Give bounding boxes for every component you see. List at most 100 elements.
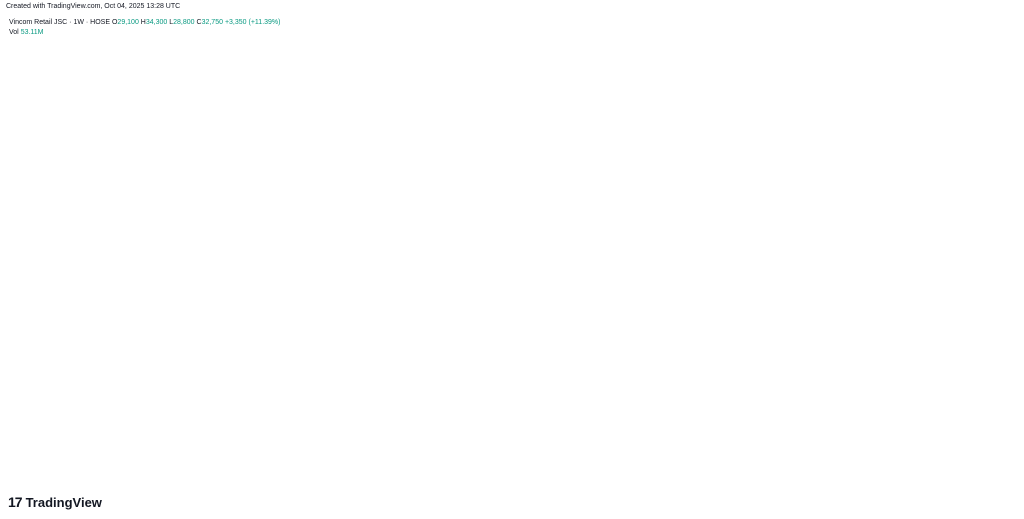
candle-body bbox=[673, 271, 676, 274]
volume-bar bbox=[429, 437, 432, 470]
volume-bar bbox=[818, 447, 821, 470]
candle-body bbox=[455, 274, 457, 279]
volume-bar bbox=[422, 429, 425, 470]
candle-body bbox=[400, 289, 403, 297]
volume-bar bbox=[388, 432, 391, 470]
candle-body bbox=[429, 195, 432, 211]
volume-bar bbox=[361, 419, 363, 470]
candle-body bbox=[237, 230, 239, 240]
volume-bar bbox=[781, 442, 783, 470]
candle-body bbox=[511, 217, 514, 221]
volume-bar bbox=[479, 455, 481, 470]
candle-body bbox=[653, 295, 655, 307]
candle-body bbox=[252, 184, 254, 191]
volume-bars bbox=[143, 361, 850, 470]
volume-bar bbox=[481, 432, 483, 470]
candle-body bbox=[344, 360, 346, 373]
earnings-marker-label: E bbox=[794, 460, 799, 467]
volume-bar bbox=[620, 459, 623, 470]
candle-body bbox=[521, 245, 524, 253]
candle-body bbox=[214, 283, 217, 290]
volume-bar bbox=[817, 419, 819, 470]
x-tick-label: 2024 bbox=[682, 476, 698, 483]
candle-body bbox=[641, 276, 643, 289]
candle-body bbox=[474, 308, 476, 311]
volume-bar bbox=[690, 452, 693, 470]
volume-bar bbox=[706, 457, 708, 470]
volume-bar bbox=[825, 429, 828, 470]
candle-body bbox=[325, 262, 328, 271]
candle-body bbox=[597, 298, 599, 319]
volume-bar bbox=[733, 458, 735, 470]
volume-bar bbox=[298, 455, 300, 470]
candle-body bbox=[419, 234, 421, 244]
volume-bar bbox=[622, 452, 625, 470]
pattern-point-label: (B) bbox=[349, 437, 361, 447]
candle-body bbox=[591, 291, 594, 305]
volume-bar bbox=[779, 425, 782, 470]
volume-bar bbox=[595, 454, 597, 470]
candle-body bbox=[568, 282, 570, 284]
volume-bar bbox=[820, 429, 822, 470]
volume-bar bbox=[412, 453, 415, 470]
volume-bar bbox=[457, 453, 459, 470]
volume-bar bbox=[231, 440, 234, 470]
volume-bar bbox=[513, 458, 515, 470]
candle-body bbox=[680, 301, 683, 313]
x-tick-label: Jul bbox=[197, 476, 206, 483]
volume-bar bbox=[730, 441, 732, 470]
candle-body bbox=[349, 385, 352, 402]
candle-body bbox=[834, 277, 836, 297]
candle-body bbox=[557, 306, 560, 310]
candle-body bbox=[523, 241, 526, 253]
earnings-marker-label: E bbox=[840, 460, 845, 467]
volume-bar bbox=[806, 442, 809, 470]
candle-body bbox=[619, 280, 621, 295]
earnings-marker-label: E bbox=[749, 460, 754, 467]
candle-body bbox=[730, 372, 732, 375]
volume-bar bbox=[834, 454, 836, 470]
earnings-marker bbox=[679, 456, 691, 468]
volume-bar bbox=[440, 453, 442, 470]
candle-body bbox=[719, 355, 722, 365]
candle-body bbox=[388, 305, 391, 308]
volume-bar bbox=[434, 450, 437, 470]
volume-bar bbox=[711, 444, 713, 470]
candle-body bbox=[279, 219, 282, 232]
volume-bar bbox=[226, 456, 229, 470]
volume-bar bbox=[196, 451, 198, 470]
volume-bar bbox=[847, 437, 850, 470]
volume-bar bbox=[238, 444, 241, 470]
tradingview-logo[interactable]: 17 TradingView bbox=[8, 494, 102, 510]
candle-body bbox=[151, 151, 154, 165]
volume-bar bbox=[486, 445, 488, 470]
candle-body bbox=[242, 206, 244, 222]
volume-bar bbox=[346, 424, 348, 470]
candle-body bbox=[405, 285, 408, 300]
volume-bar bbox=[158, 368, 160, 470]
candle-body bbox=[696, 339, 698, 347]
candle-body bbox=[404, 288, 406, 300]
candle-body bbox=[822, 299, 824, 320]
volume-bar bbox=[431, 454, 433, 470]
volume-bar bbox=[155, 410, 157, 470]
volume-bar bbox=[578, 448, 580, 470]
volume-bar bbox=[421, 436, 423, 470]
volume-bar bbox=[801, 455, 804, 470]
candle-body bbox=[409, 276, 411, 285]
candle-body bbox=[684, 302, 686, 308]
volume-bar bbox=[148, 428, 150, 470]
candle-body bbox=[585, 264, 587, 272]
candle-body bbox=[286, 215, 288, 221]
candle-body bbox=[185, 210, 188, 227]
volume-bar bbox=[835, 456, 838, 470]
volume-bar bbox=[310, 454, 312, 470]
candle-body bbox=[677, 285, 679, 301]
volume-bar bbox=[452, 445, 454, 470]
volume-bar bbox=[175, 430, 177, 470]
volume-bar bbox=[237, 454, 239, 470]
candle-body bbox=[175, 159, 177, 173]
candle-body bbox=[208, 291, 210, 293]
volume-bar bbox=[264, 446, 266, 470]
